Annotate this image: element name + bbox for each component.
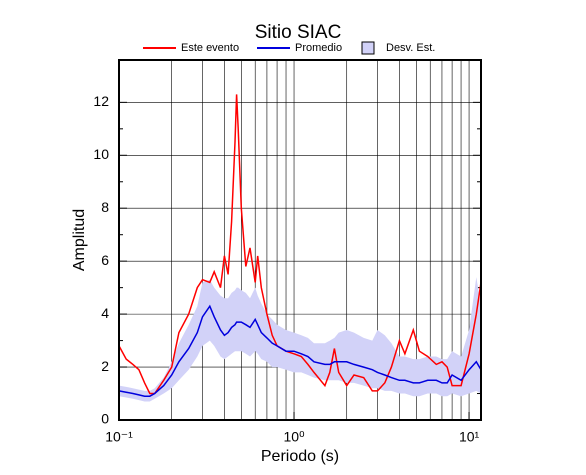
y-tick-label: 6 [101,252,109,268]
std-band [119,277,481,402]
x-tick-label: 10¹ [459,429,480,445]
x-axis-label: Periodo (s) [261,448,339,465]
y-axis-label: Amplitud [71,209,88,271]
plot-frame [118,59,482,421]
chart-title: Sitio SIAC [255,22,342,43]
y-tick-label: 12 [93,93,109,109]
x-tick-label: 10⁰ [283,429,305,445]
y-tick-label: 2 [101,358,109,374]
y-tick-label: 4 [101,305,109,321]
series-line [118,304,482,397]
legend-label: Este evento [181,42,239,54]
y-tick-label: 10 [93,146,109,162]
legend-label: Promedio [295,42,342,54]
series-line [118,94,482,395]
x-tick-label: 10⁻¹ [105,429,133,445]
legend-label: Desv. Est. [386,42,435,54]
y-tick-label: 8 [101,199,109,215]
y-tick-label: 0 [101,411,109,427]
legend-box [361,41,375,55]
